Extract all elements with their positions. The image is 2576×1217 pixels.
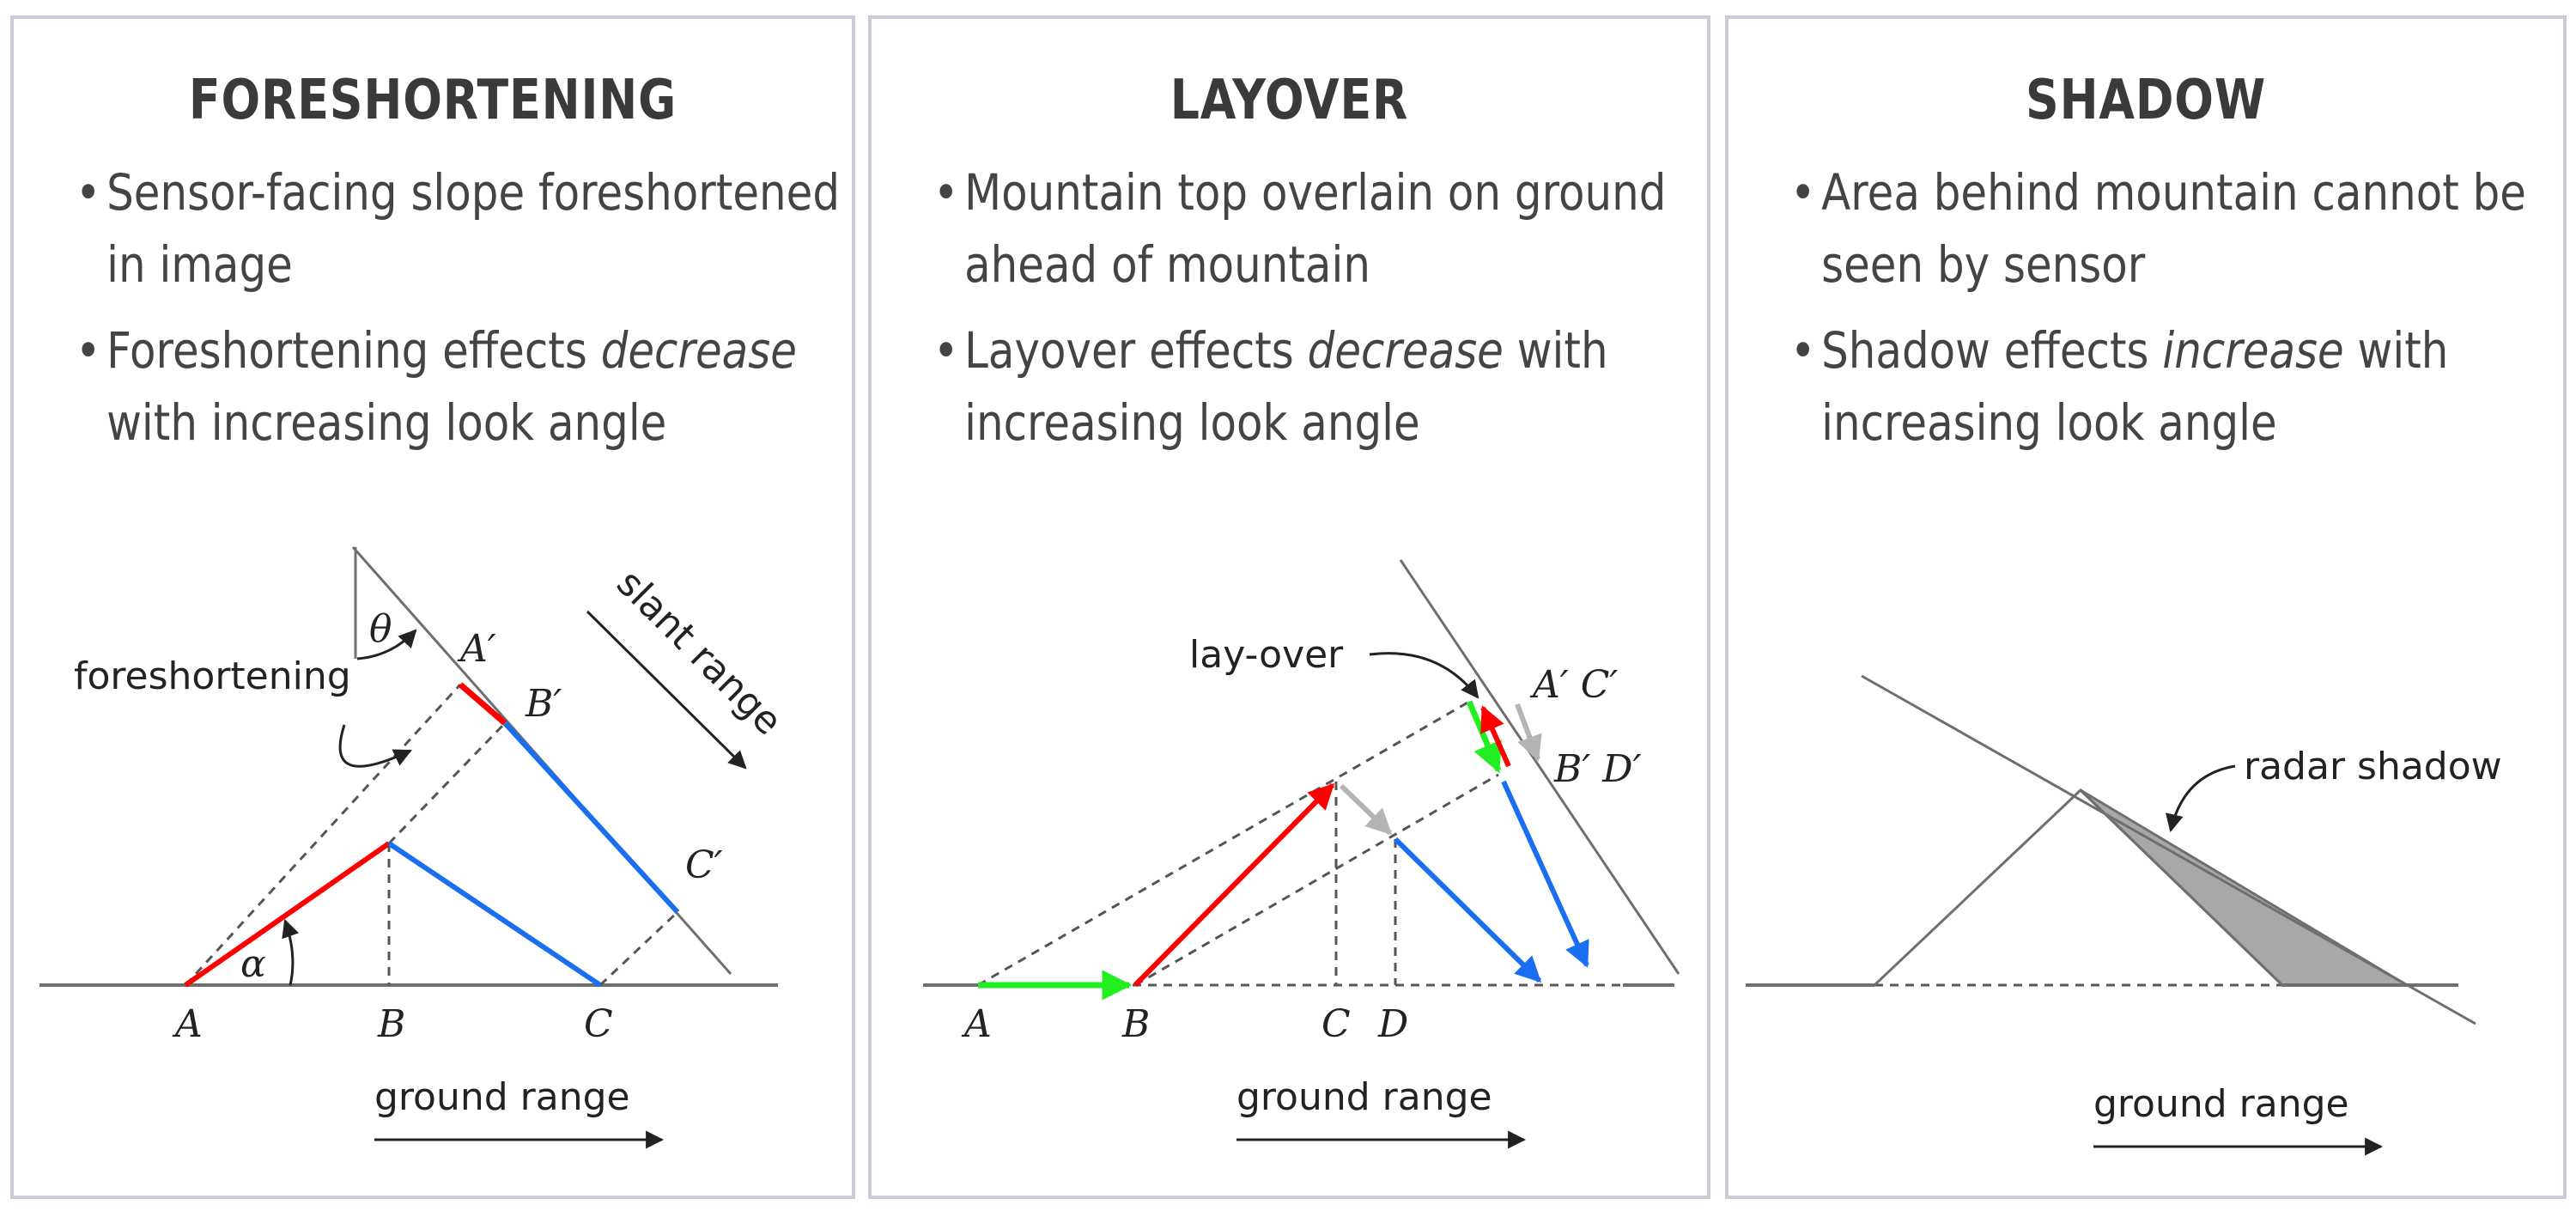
ground-range-label: ground range <box>374 1075 630 1119</box>
image-label-c: C′ <box>685 843 723 887</box>
point-label-a: A <box>961 1002 992 1046</box>
backslope-blue <box>1393 837 1542 983</box>
bullet-item: Sensor-facing slope foreshortened in ima… <box>76 156 845 301</box>
foreslope-red <box>184 841 391 988</box>
point-label-a: A <box>172 1002 203 1046</box>
foreshortening-annotation: foreshortening <box>74 654 351 698</box>
annotation-arrow <box>1369 652 1479 699</box>
shadow-annotation: radar shadow <box>2244 745 2502 788</box>
bullet-item: Foreshortening effects decrease with inc… <box>76 314 845 459</box>
panel-title: LAYOVER <box>1170 69 1409 132</box>
look-angle-arc <box>356 629 417 660</box>
point-label-c: C <box>1321 1002 1351 1046</box>
look-angle-label: θ <box>369 607 392 651</box>
bullet-list: Area behind mountain cannot be seen by s… <box>1790 156 2529 472</box>
layover-annotation: lay-over <box>1189 633 1344 677</box>
panel-title: SHADOW <box>2026 69 2266 132</box>
point-label-b: B <box>1121 1002 1150 1046</box>
slant-range-line <box>1399 559 1680 975</box>
panel-layover: LAYOVER Mountain top overlain on ground … <box>868 15 1710 1199</box>
image-ground-green <box>1466 700 1502 774</box>
bullet-list: Mountain top overlain on ground ahead of… <box>933 156 1672 472</box>
bullet-list: Sensor-facing slope foreshortened in ima… <box>76 156 840 472</box>
annotation-arrow <box>338 724 412 768</box>
annotation-arrow <box>2166 764 2236 833</box>
slant-range-arrow <box>586 610 747 770</box>
image-backslope-blue <box>1501 780 1589 968</box>
bullet-item: Layover effects decrease with increasing… <box>933 314 1703 459</box>
panel-title: FORESHORTENING <box>188 69 677 132</box>
point-label-c: C <box>584 1002 613 1046</box>
panel-shadow: SHADOW Area behind mountain cannot be se… <box>1725 15 2567 1199</box>
point-label-b: B <box>377 1002 405 1046</box>
ground-range-label: ground range <box>1236 1075 1492 1119</box>
panel-foreshortening: FORESHORTENING Sensor-facing slope fores… <box>10 15 855 1199</box>
bullet-item: Mountain top overlain on ground ahead of… <box>933 156 1703 301</box>
bullet-item: Area behind mountain cannot be seen by s… <box>1790 156 2560 301</box>
image-label-a: A′ <box>457 627 496 671</box>
ground-range-label: ground range <box>2093 1082 2349 1126</box>
shadow-diagram: radar shadow ground range <box>1746 674 2502 1156</box>
foreslope-red <box>1133 782 1335 988</box>
image-foreslope-red <box>458 682 507 726</box>
slope-angle-label: α <box>240 942 266 986</box>
image-label-bottom: B′ D′ <box>1553 747 1642 791</box>
image-backslope-blue <box>502 721 680 915</box>
point-label-d: D <box>1377 1002 1408 1046</box>
image-label-top: A′ C′ <box>1529 663 1618 707</box>
slant-range-label: slant range <box>608 562 790 744</box>
radar-ray-line <box>1861 674 2476 1025</box>
mountain-outline <box>1873 788 2284 987</box>
slope-angle-arc <box>282 919 300 986</box>
image-foreslope-red <box>1480 705 1511 768</box>
image-label-b: B′ <box>525 682 562 726</box>
layover-diagram: A B C D A′ C′ B′ D′ lay-over ground rang… <box>923 559 1680 1149</box>
bullet-item: Shadow effects increase with increasing … <box>1790 314 2560 459</box>
backslope-blue <box>387 841 602 988</box>
foreshortening-diagram: θ α A B C A′ B′ C′ foreshortening slant … <box>39 546 790 1149</box>
